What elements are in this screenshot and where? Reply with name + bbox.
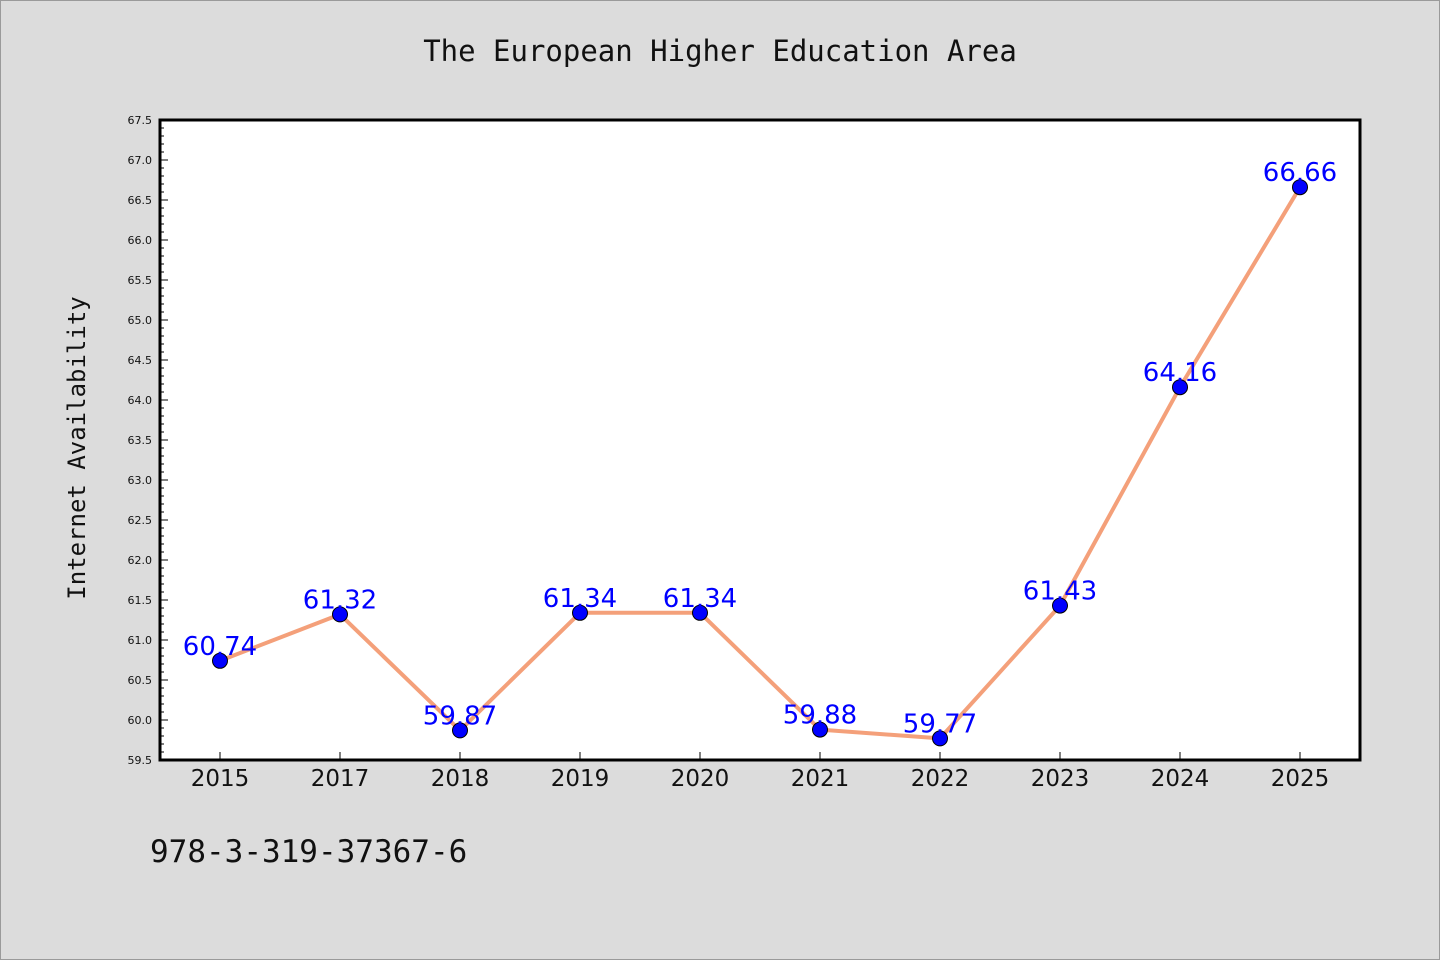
footer-text: 978-3-319-37367-6 [150, 834, 468, 870]
y-axis-label: Internet Availability [63, 296, 91, 599]
y-tick-label: 66.5 [128, 194, 153, 207]
data-label: 59.77 [903, 709, 977, 739]
x-axis: 2015 2017 2018 2019 2020 2021 2022 2023 2024 2025 [191, 752, 1330, 792]
y-tick-label: 65.0 [128, 314, 153, 327]
data-point [572, 604, 588, 621]
y-axis: 59.5 60.0 60.5 61.0 61.5 62.0 62.5 63.0 63.5 64.0… [128, 114, 168, 767]
y-tick-label: 63.0 [128, 474, 153, 487]
x-tick-label: 2018 [431, 766, 490, 792]
data-point [1292, 179, 1308, 196]
data-label: 66.66 [1263, 158, 1337, 188]
data-label: 61.32 [303, 585, 377, 615]
data-label: 61.34 [543, 584, 617, 614]
plot-area [158, 118, 1362, 762]
chart-title: The European Higher Education Area [423, 34, 1017, 68]
y-tick-label: 62.0 [128, 554, 153, 567]
y-tick-label: 60.0 [128, 714, 153, 727]
series-line [219, 186, 1302, 741]
data-label: 61.43 [1023, 577, 1097, 607]
data-point [212, 652, 228, 669]
y-tick-label: 65.5 [128, 274, 153, 287]
y-tick-label: 62.5 [128, 514, 153, 527]
y-tick-label: 66.0 [128, 234, 153, 247]
data-point [1052, 597, 1068, 614]
x-tick-label: 2017 [311, 766, 370, 792]
x-tick-label: 2023 [1031, 766, 1090, 792]
data-label: 60.74 [183, 632, 257, 662]
y-tick-label: 67.0 [128, 154, 153, 167]
data-label: 59.87 [423, 701, 497, 731]
x-tick-label: 2020 [671, 766, 730, 792]
y-tick-label: 64.5 [128, 354, 153, 367]
x-tick-label: 2025 [1271, 766, 1330, 792]
data-point [812, 721, 828, 738]
y-tick-label: 60.5 [128, 674, 153, 687]
y-tick-label: 61.0 [128, 634, 153, 647]
x-tick-label: 2015 [191, 766, 250, 792]
x-tick-label: 2019 [551, 766, 610, 792]
y-tick-label: 67.5 [128, 114, 153, 127]
x-tick-label: 2022 [911, 766, 970, 792]
data-label: 59.88 [783, 701, 857, 731]
data-point [1172, 379, 1188, 396]
y-tick-label: 63.5 [128, 434, 153, 447]
data-labels: 60.74 61.32 59.87 61.34 61.34 59.88 59.77 61.43… [183, 158, 1337, 739]
x-tick-label: 2021 [791, 766, 850, 792]
y-tick-label: 61.5 [128, 594, 153, 607]
series [212, 179, 1308, 747]
data-point [692, 604, 708, 621]
x-tick-label: 2024 [1151, 766, 1210, 792]
data-point [932, 730, 948, 747]
y-tick-label: 59.5 [128, 754, 153, 767]
data-label: 64.16 [1143, 358, 1217, 388]
data-label: 61.34 [663, 584, 737, 614]
y-tick-label: 64.0 [128, 394, 153, 407]
data-point [452, 722, 468, 739]
data-point [332, 606, 348, 623]
